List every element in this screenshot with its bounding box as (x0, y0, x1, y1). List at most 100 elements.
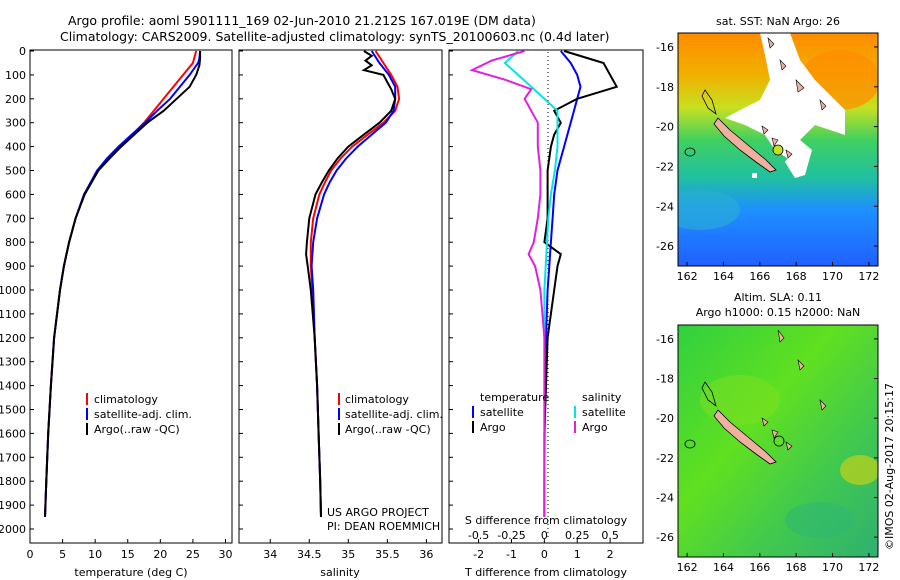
series-climatology (44, 50, 198, 518)
sst-map-frame (677, 32, 879, 267)
y-tick-label: 600 (5, 188, 26, 201)
series-salinity-argo (469, 50, 546, 517)
map-y-tick-label: -20 (656, 121, 674, 134)
legend-label-satellite: satellite-adj. clim. (345, 408, 443, 421)
difference-panel: -2 -1 0 1 2 -0.5 -0.25 0 0.25 0.5 temperature sat… (448, 49, 644, 579)
legend-title-temperature: temperature (480, 391, 549, 404)
difference-legend: temperature satellite Argo salinity sate… (472, 391, 626, 434)
sla-map: Altim. SLA: 0.11 Argo h1000: 0.15 h2000:… (656, 291, 879, 574)
x-tick-label: 20 (153, 548, 167, 561)
sla-map-frame (677, 324, 879, 558)
x-tick-label: 35.5 (375, 548, 400, 561)
map-y-tick-label: -22 (656, 452, 674, 465)
map-x-tick-label: 170 (822, 270, 843, 283)
y-tick-label: 1000 (0, 284, 26, 297)
salinity-xlabel: salinity (320, 566, 360, 579)
sst-coast-small (684, 147, 696, 157)
s-difference-label: S difference from climatology (465, 514, 628, 527)
x-tick-label: 35 (341, 548, 355, 561)
y-tick-label: 2000 (0, 523, 26, 536)
y-tick-label: 500 (5, 165, 26, 178)
x-tick-label: 34 (263, 548, 277, 561)
sst-cool-patch (678, 190, 740, 230)
x-tick-label: 0 (541, 548, 548, 561)
map-x-tick-label: 166 (749, 561, 770, 574)
header-line-2: Climatology: CARS2009. Satellite-adjuste… (60, 29, 610, 44)
sla-coast-small (684, 439, 696, 449)
header-line-1: Argo profile: aoml 5901111_169 02-Jun-20… (68, 13, 536, 28)
legend-label-climatology: climatology (345, 393, 409, 406)
sla-island-main (713, 409, 777, 465)
x-tick-label: 2 (607, 548, 614, 561)
legend-label-satellite: satellite-adj. clim. (94, 408, 192, 421)
y-tick-label: 700 (5, 212, 26, 225)
sst-map: sat. SST: NaN Argo: 26 162 164 166 168 170 17… (656, 15, 879, 283)
legend-label-climatology: climatology (94, 393, 158, 406)
y-tick-label: 1500 (0, 404, 26, 417)
legend-title-salinity: salinity (582, 391, 622, 404)
map-y-tick-label: -26 (656, 531, 674, 544)
legend-label-t-argo: Argo (480, 421, 506, 434)
map-y-tick-label: -20 (656, 412, 674, 425)
sst-islands-loyalty (761, 125, 793, 159)
map-y-tick-label: -18 (656, 81, 674, 94)
series-temperature-satellite (543, 50, 582, 517)
sst-island-main (713, 117, 777, 173)
x-tick-label: 34.5 (297, 548, 322, 561)
sla-islands-loyalty (761, 417, 793, 451)
y-tick-label: 1300 (0, 356, 26, 369)
y-tick-label: 1700 (0, 451, 26, 464)
sla-map-title-1: Altim. SLA: 0.11 (734, 291, 822, 304)
map-x-tick-label: 172 (858, 270, 879, 283)
y-tick-label: 100 (5, 69, 26, 82)
map-x-tick-label: 166 (749, 270, 770, 283)
salinity-frame (238, 49, 443, 544)
temperature-xlabel: temperature (deg C) (74, 566, 187, 579)
salinity-panel: 34 34.5 35 35.5 36 salinity climatology sate… (238, 49, 443, 579)
sla-islands-north (777, 329, 827, 411)
map-y-tick-label: -26 (656, 240, 674, 253)
s-tick-label: -0.5 (468, 529, 489, 542)
series-argo-raw-qc- (305, 50, 397, 518)
project-annotation: US ARGO PROJECT (327, 506, 429, 519)
y-tick-label: 900 (5, 260, 26, 273)
y-tick-label: 1600 (0, 427, 26, 440)
salinity-legend: climatology satellite-adj. clim. Argo(..… (338, 393, 443, 436)
legend-label-s-satellite: satellite (582, 406, 626, 419)
map-y-tick-label: -18 (656, 373, 674, 386)
map-y-tick-label: -24 (656, 200, 674, 213)
series-argo-raw-qc- (44, 51, 202, 518)
temperature-legend: climatology satellite-adj. clim. Argo(..… (86, 393, 192, 436)
sst-cloud-bit (752, 173, 757, 178)
x-tick-label: 1 (574, 548, 581, 561)
legend-label-argo: Argo(..raw -QC) (345, 423, 431, 436)
sst-cloud-mask (725, 33, 845, 160)
y-tick-label: 1400 (0, 380, 26, 393)
map-x-tick-label: 170 (822, 561, 843, 574)
map-x-tick-label: 164 (713, 561, 734, 574)
x-tick-label: 10 (88, 548, 102, 561)
temperature-frame (29, 49, 233, 544)
y-tick-label: 1100 (0, 308, 26, 321)
y-tick-label: 200 (5, 93, 26, 106)
y-tick-label: 1900 (0, 499, 26, 512)
sst-cloud-mask-2 (785, 140, 812, 178)
y-tick-label: 1800 (0, 475, 26, 488)
difference-frame (448, 49, 644, 544)
x-tick-label: 30 (218, 548, 232, 561)
sla-high-patch (840, 455, 878, 485)
map-y-tick-label: -22 (656, 160, 674, 173)
s-tick-label: 0.25 (565, 529, 590, 542)
x-tick-label: -2 (473, 548, 484, 561)
map-x-tick-label: 168 (786, 561, 807, 574)
sst-map-title: sat. SST: NaN Argo: 26 (716, 15, 840, 28)
y-tick-label: 0 (19, 45, 26, 58)
x-tick-label: 5 (59, 548, 66, 561)
x-tick-label: 0 (27, 548, 34, 561)
series-salinity-satellite (503, 50, 559, 517)
sst-islands-north (767, 37, 827, 111)
sla-high-patch-2 (700, 375, 780, 425)
map-x-tick-label: 162 (677, 270, 698, 283)
sla-argo-marker (773, 435, 785, 447)
legend-label-t-satellite: satellite (480, 406, 524, 419)
